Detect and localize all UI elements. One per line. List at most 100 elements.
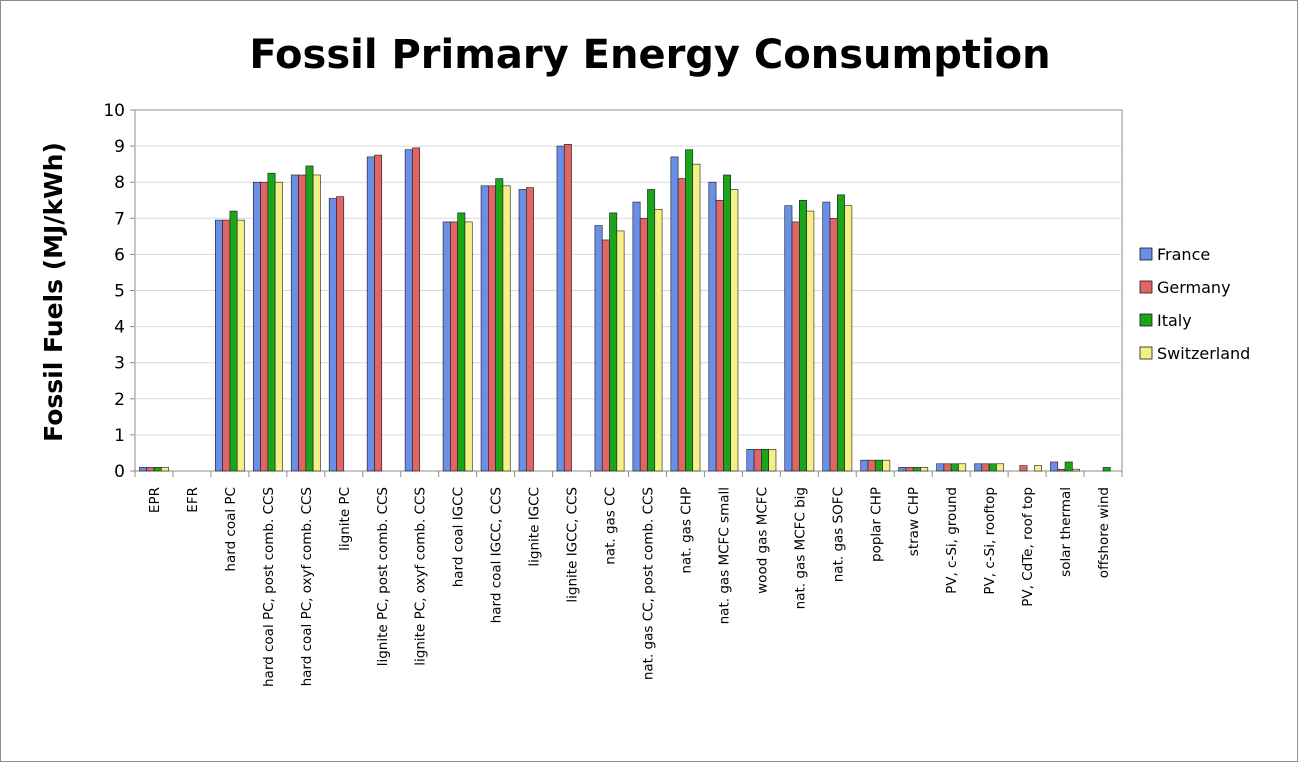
- x-tick-label: offshore wind: [1096, 487, 1112, 578]
- bar-italy: [874, 459, 883, 472]
- legend-label-germany: Germany: [1157, 278, 1231, 297]
- bar-switzerland: [502, 185, 511, 472]
- bar-switzerland: [882, 459, 891, 472]
- bar-germany: [943, 463, 952, 472]
- x-tick-label: hard coal IGCC: [451, 487, 467, 587]
- bar-switzerland: [844, 205, 853, 472]
- bar-france: [822, 201, 831, 472]
- bar-italy: [153, 467, 162, 472]
- x-tick-label: PV, c-Si, ground: [944, 487, 960, 594]
- bar-germany: [450, 221, 458, 472]
- x-tick-label: nat. gas CC, post comb. CCS: [640, 487, 656, 680]
- bar-switzerland: [958, 463, 967, 472]
- y-tick-label: 2: [114, 390, 125, 410]
- bar-germany: [260, 181, 269, 472]
- bar-france: [708, 181, 717, 472]
- bar-italy: [305, 165, 314, 472]
- y-tick-label: 4: [114, 318, 125, 338]
- bar-germany: [222, 219, 231, 472]
- bar-france: [556, 145, 565, 472]
- bar-germany: [715, 199, 724, 472]
- y-tick-label: 1: [114, 426, 125, 446]
- bar-italy: [799, 199, 807, 472]
- x-tick-label: nat. gas CC: [603, 487, 619, 565]
- bar-switzerland: [654, 208, 663, 472]
- x-tick-label: hard coal PC, oxyf comb. CCS: [299, 487, 315, 686]
- bar-switzerland: [996, 463, 1005, 472]
- x-tick-label: lignite IGCC: [527, 487, 543, 567]
- legend-swatch-switzerland: [1139, 346, 1153, 360]
- x-tick-label: EPR: [147, 487, 163, 513]
- bar-switzerland: [616, 230, 625, 472]
- bar-france: [480, 185, 489, 472]
- legend-swatch-italy: [1139, 313, 1153, 327]
- bar-italy: [685, 149, 694, 472]
- bar-germany: [412, 147, 421, 472]
- x-tick-label: straw CHP: [906, 487, 922, 556]
- bar-germany: [905, 467, 914, 472]
- chart-title: Fossil Primary Energy Consumption: [249, 32, 1050, 78]
- legend-swatch-france: [1139, 247, 1153, 261]
- y-tick-label: 3: [114, 354, 125, 374]
- bar-italy: [647, 189, 656, 472]
- bar-france: [632, 201, 641, 472]
- bar-italy: [495, 178, 504, 472]
- bar-germany: [791, 221, 800, 472]
- bar-switzerland: [730, 189, 739, 472]
- bar-germany: [829, 218, 838, 472]
- bar-germany: [1057, 468, 1066, 472]
- bar-switzerland: [160, 467, 169, 472]
- x-tick-label: poplar CHP: [868, 487, 884, 562]
- x-tick-label: hard coal PC, post comb. CCS: [261, 487, 277, 687]
- y-tick-label: 9: [114, 137, 125, 157]
- bar-germany: [374, 154, 383, 472]
- bar-switzerland: [464, 221, 473, 472]
- bar-france: [936, 463, 945, 472]
- x-tick-label: nat. gas MCFC big: [792, 487, 808, 609]
- bar-france: [290, 174, 299, 472]
- bar-germany: [1019, 465, 1028, 472]
- bar-switzerland: [768, 449, 777, 472]
- bar-italy: [609, 212, 618, 472]
- bar-italy: [267, 172, 276, 472]
- bar-france: [594, 225, 603, 472]
- bar-germany: [981, 463, 990, 472]
- x-tick-label: EFR: [185, 487, 201, 513]
- bar-italy: [1064, 461, 1073, 472]
- x-tick-label: lignite PC: [337, 487, 353, 551]
- bar-switzerland: [806, 210, 815, 472]
- bars: [139, 143, 1111, 472]
- y-tick-label: 7: [114, 209, 125, 229]
- bar-germany: [639, 218, 648, 472]
- bar-france: [860, 459, 869, 472]
- x-tick-label: hard coal IGCC, CCS: [489, 487, 505, 623]
- x-tick-labels: EPR EFR hard coal PC hard coal PC, post com…: [134, 471, 1123, 687]
- bar-italy: [912, 467, 921, 472]
- bar-italy: [988, 463, 997, 472]
- bar-germany: [488, 185, 496, 472]
- x-tick-label: hard coal PC: [223, 487, 239, 572]
- bar-france: [252, 181, 261, 472]
- bar-france: [139, 467, 147, 472]
- bar-germany: [753, 449, 762, 472]
- x-tick-label: PV, CdTe, roof top: [1020, 487, 1036, 607]
- bar-italy: [836, 194, 845, 472]
- x-tick-label: wood gas MCFC: [754, 487, 770, 594]
- bar-germany: [336, 196, 345, 472]
- bar-switzerland: [692, 163, 701, 472]
- bar-switzerland: [312, 174, 321, 472]
- y-tick-label: 0: [114, 462, 125, 482]
- bar-italy: [950, 463, 959, 472]
- bar-france: [746, 449, 755, 472]
- bar-france: [898, 467, 907, 472]
- y-tick-label: 5: [114, 282, 125, 302]
- y-tick-labels: 0 1 2 3 4 5 6 7 8 9 10: [103, 101, 135, 482]
- bar-france: [518, 189, 527, 472]
- bar-france: [784, 205, 793, 472]
- x-tick-label: lignite PC, post comb. CCS: [375, 487, 391, 666]
- bar-germany: [867, 459, 876, 472]
- bar-italy: [1102, 467, 1111, 472]
- x-tick-label: PV, c-Si, rooftop: [982, 487, 998, 595]
- bar-italy: [457, 212, 466, 472]
